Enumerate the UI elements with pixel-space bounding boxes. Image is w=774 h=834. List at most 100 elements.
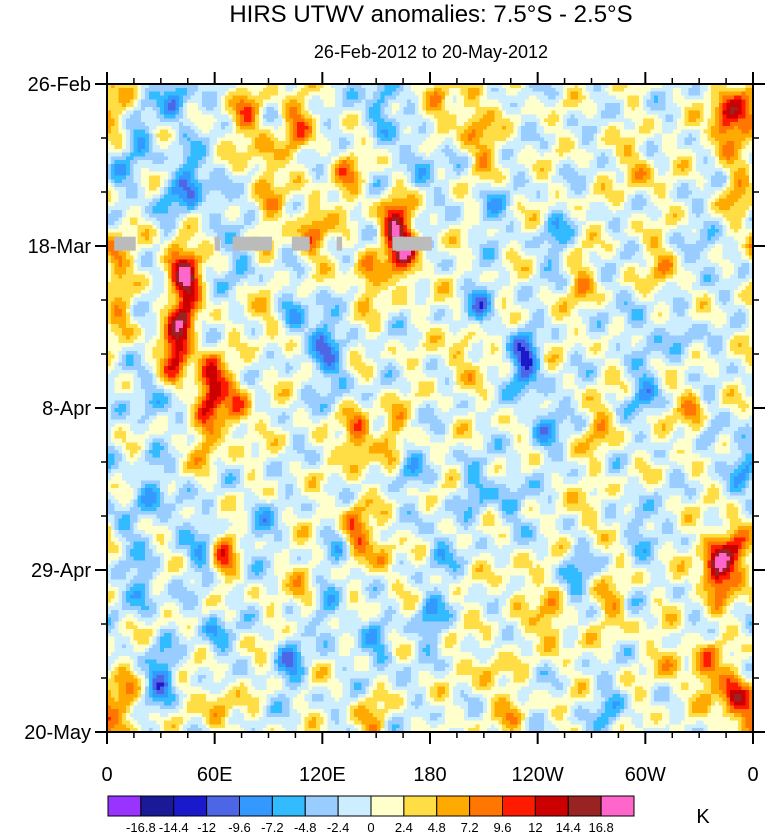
- heatmap-cell: [552, 145, 556, 149]
- heatmap-cell: [510, 111, 514, 115]
- heatmap-cell: [578, 126, 582, 130]
- heatmap-cell: [605, 95, 609, 99]
- heatmap-cell: [191, 111, 195, 115]
- heatmap-cell: [346, 149, 350, 153]
- heatmap-cell: [555, 122, 559, 126]
- heatmap-cell: [160, 145, 164, 149]
- heatmap-cell: [122, 92, 126, 96]
- heatmap-cell: [324, 114, 328, 118]
- heatmap-cell: [578, 164, 582, 168]
- heatmap-cell: [571, 160, 575, 164]
- heatmap-cell: [312, 164, 316, 168]
- heatmap-cell: [286, 145, 290, 149]
- heatmap-cell: [301, 149, 305, 153]
- heatmap-cell: [217, 122, 221, 126]
- heatmap-cell: [555, 118, 559, 122]
- heatmap-cell: [400, 103, 404, 107]
- heatmap-cell: [373, 168, 377, 172]
- heatmap-cell: [476, 126, 480, 130]
- heatmap-cell: [384, 107, 388, 111]
- heatmap-cell: [388, 156, 392, 160]
- heatmap-cell: [149, 153, 153, 157]
- heatmap-cell: [278, 92, 282, 96]
- heatmap-cell: [153, 92, 157, 96]
- heatmap-cell: [293, 126, 297, 130]
- heatmap-cell: [130, 164, 134, 168]
- heatmap-cell: [365, 114, 369, 118]
- heatmap-cell: [153, 111, 157, 115]
- heatmap-cell: [198, 168, 202, 172]
- heatmap-cell: [464, 107, 468, 111]
- heatmap-cell: [305, 160, 309, 164]
- heatmap-cell: [153, 160, 157, 164]
- heatmap-cell: [510, 149, 514, 153]
- heatmap-cell: [164, 153, 168, 157]
- heatmap-cell: [202, 153, 206, 157]
- heatmap-cell: [149, 156, 153, 160]
- heatmap-cell: [350, 107, 354, 111]
- heatmap-cell: [624, 160, 628, 164]
- heatmap-cell: [141, 95, 145, 99]
- heatmap-cell: [704, 122, 708, 126]
- heatmap-cell: [529, 118, 533, 122]
- heatmap-cell: [574, 107, 578, 111]
- heatmap-cell: [248, 141, 252, 145]
- heatmap-cell: [563, 88, 567, 92]
- heatmap-cell: [320, 145, 324, 149]
- heatmap-cell: [650, 137, 654, 141]
- heatmap-cell: [324, 153, 328, 157]
- heatmap-cell: [392, 88, 396, 92]
- heatmap-cell: [559, 95, 563, 99]
- heatmap-cell: [555, 145, 559, 149]
- heatmap-cell: [141, 168, 145, 172]
- heatmap-cell: [160, 168, 164, 172]
- heatmap-cell: [605, 130, 609, 134]
- heatmap-cell: [293, 168, 297, 172]
- heatmap-cell: [354, 107, 358, 111]
- heatmap-cell: [282, 172, 286, 176]
- heatmap-cell: [559, 156, 563, 160]
- heatmap-cell: [438, 111, 442, 115]
- heatmap-cell: [574, 160, 578, 164]
- heatmap-cell: [130, 168, 134, 172]
- heatmap-cell: [259, 164, 263, 168]
- heatmap-cell: [620, 141, 624, 145]
- heatmap-cell: [293, 153, 297, 157]
- heatmap-cell: [358, 114, 362, 118]
- heatmap-cell: [544, 122, 548, 126]
- heatmap-cell: [662, 88, 666, 92]
- heatmap-cell: [396, 168, 400, 172]
- heatmap-cell: [396, 145, 400, 149]
- heatmap-cell: [179, 126, 183, 130]
- heatmap-cell: [620, 126, 624, 130]
- heatmap-cell: [574, 126, 578, 130]
- heatmap-cell: [552, 107, 556, 111]
- heatmap-cell: [491, 95, 495, 99]
- heatmap-cell: [206, 118, 210, 122]
- heatmap-cell: [126, 130, 130, 134]
- heatmap-cell: [225, 114, 229, 118]
- heatmap-cell: [305, 95, 309, 99]
- heatmap-cell: [244, 149, 248, 153]
- heatmap-cell: [734, 149, 738, 153]
- heatmap-cell: [179, 107, 183, 111]
- heatmap-cell: [297, 126, 301, 130]
- heatmap-cell: [681, 149, 685, 153]
- heatmap-cell: [620, 160, 624, 164]
- heatmap-cell: [335, 95, 339, 99]
- heatmap-cell: [160, 95, 164, 99]
- heatmap-cell: [628, 156, 632, 160]
- heatmap-cell: [346, 145, 350, 149]
- heatmap-cell: [536, 145, 540, 149]
- heatmap-cell: [601, 103, 605, 107]
- heatmap-cell: [422, 164, 426, 168]
- heatmap-cell: [609, 122, 613, 126]
- heatmap-cell: [707, 149, 711, 153]
- heatmap-cell: [548, 168, 552, 172]
- heatmap-cell: [388, 141, 392, 145]
- heatmap-cell: [498, 149, 502, 153]
- heatmap-cell: [540, 137, 544, 141]
- heatmap-cell: [403, 122, 407, 126]
- heatmap-cell: [510, 107, 514, 111]
- heatmap-cell: [510, 118, 514, 122]
